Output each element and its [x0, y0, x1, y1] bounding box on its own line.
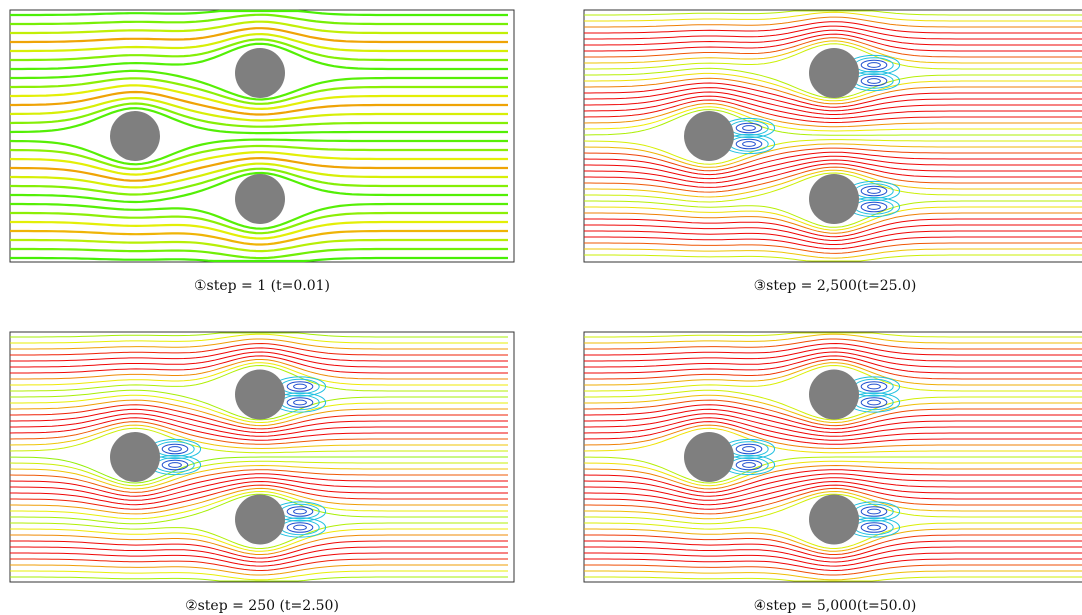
cylinder — [809, 174, 859, 224]
panel — [584, 332, 1082, 582]
caption: ③step = 2,500(t=25.0) — [754, 278, 917, 294]
figure: ①step = 1 (t=0.01) ②step = 250 (t=2.50) … — [0, 0, 1082, 615]
cylinder — [684, 432, 734, 482]
panel — [584, 10, 1082, 262]
cylinder — [235, 48, 285, 98]
cylinder — [110, 432, 160, 482]
cylinder — [110, 111, 160, 161]
cylinder — [809, 495, 859, 545]
cylinder — [235, 174, 285, 224]
caption: ④step = 5,000(t=50.0) — [754, 598, 917, 614]
cylinder — [684, 111, 734, 161]
caption: ②step = 250 (t=2.50) — [185, 598, 339, 614]
panel — [10, 332, 514, 582]
page: ①step = 1 (t=0.01) ②step = 250 (t=2.50) … — [0, 0, 1082, 615]
caption: ①step = 1 (t=0.01) — [194, 278, 330, 294]
cylinder — [235, 370, 285, 420]
panel — [10, 10, 514, 262]
panel-frame — [584, 10, 1082, 262]
cylinder — [809, 370, 859, 420]
cylinder — [809, 48, 859, 98]
cylinder — [235, 495, 285, 545]
